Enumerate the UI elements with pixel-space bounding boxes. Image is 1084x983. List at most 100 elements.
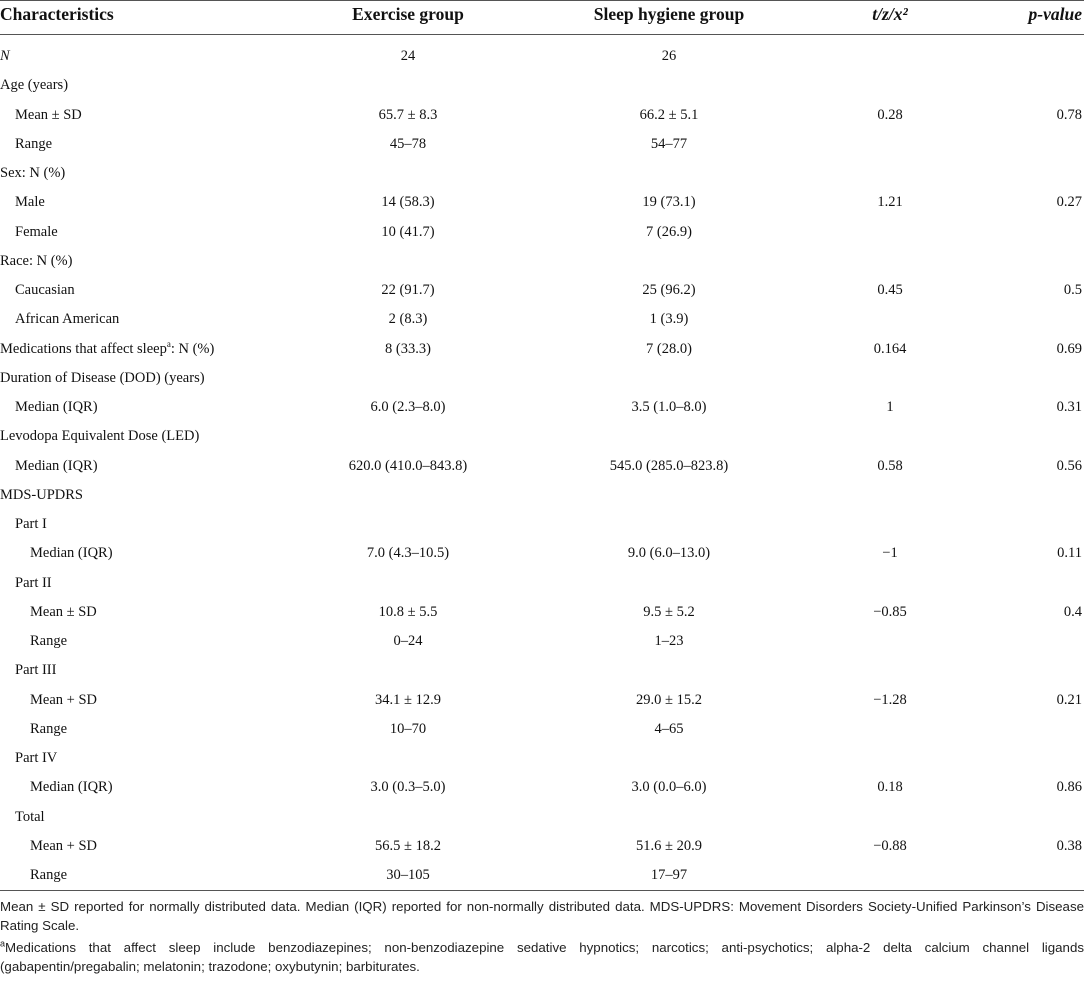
cell-value: 14 (58.3) (381, 194, 435, 211)
label-text: Mean + SD (30, 691, 97, 708)
cell-value: 0.21 (1056, 691, 1082, 708)
cell-value: 3.5 (1.0–8.0) (631, 399, 707, 415)
cell-value: 2 (8.3) (388, 311, 428, 328)
row-label: Sex: N (%) (0, 163, 65, 183)
row-label: Female (15, 222, 58, 242)
label-text: Range (30, 867, 68, 883)
label-text: Male (15, 194, 45, 211)
label-suffix: : N (%) (170, 340, 215, 357)
row-label: Range (15, 134, 52, 154)
label-text: MDS-UPDRS (0, 486, 83, 503)
cell-value: 29.0 ± 15.2 (636, 691, 702, 708)
label-text: Median (IQR) (15, 399, 98, 415)
cell-value: 26 (661, 48, 677, 64)
row-label: Median (IQR) (15, 456, 98, 476)
cell-value: 0.78 (1056, 106, 1082, 123)
cell-value: 1 (886, 399, 894, 415)
cell-value: 9.0 (6.0–13.0) (627, 545, 711, 562)
row-label: Race: N (%) (0, 251, 72, 271)
header-rule (0, 34, 1084, 35)
cell-value: 10–70 (389, 720, 427, 737)
column-header: Exercise group (352, 4, 464, 24)
row-label: Age (years) (0, 75, 68, 95)
cell-value: 9.5 ± 5.2 (643, 603, 695, 620)
cell-value: 3.0 (0.3–5.0) (370, 779, 446, 796)
cell-value: 0.38 (1056, 837, 1082, 854)
cell-value: 545.0 (285.0–823.8) (609, 457, 729, 474)
row-label: Medications that affect sleepa: N (%) (0, 339, 214, 359)
row-label: N (0, 46, 10, 66)
cell-value: 0.28 (877, 106, 903, 123)
top-rule (0, 0, 1084, 1)
label-text: Median (IQR) (30, 779, 113, 796)
label-text: Mean + SD (30, 837, 97, 854)
row-label: Mean ± SD (15, 105, 82, 125)
row-label: Range (30, 865, 67, 885)
row-label: Mean ± SD (30, 602, 97, 622)
cell-value: 1.21 (877, 194, 903, 211)
row-label: Mean + SD (30, 690, 97, 710)
row-label: Part II (15, 573, 52, 593)
cell-value: 54–77 (650, 135, 688, 152)
label-text: Part I (15, 516, 47, 532)
cell-value: 0.18 (877, 779, 903, 796)
footnote: aMedications that affect sleep include b… (0, 939, 1084, 976)
cell-value: 66.2 ± 5.1 (639, 106, 699, 123)
row-label: Levodopa Equivalent Dose (LED) (0, 426, 199, 446)
label-text: Range (15, 135, 53, 152)
label-text: Part II (15, 574, 52, 591)
row-label: MDS-UPDRS (0, 485, 83, 505)
cell-value: 0.86 (1056, 779, 1082, 796)
cell-value: 6.0 (2.3–8.0) (370, 399, 446, 415)
cell-value: 19 (73.1) (642, 194, 696, 211)
cell-value: 0.164 (873, 340, 907, 357)
row-label: Median (IQR) (30, 777, 113, 797)
column-header: t/z/x² (872, 4, 908, 24)
cell-value: 8 (33.3) (385, 340, 431, 357)
row-label: Range (30, 719, 67, 739)
cell-value: 22 (91.7) (381, 282, 435, 298)
row-label: Median (IQR) (30, 543, 113, 563)
row-label: Part IV (15, 748, 57, 768)
cell-value: 0.11 (1057, 545, 1082, 562)
cell-value: 4–65 (654, 720, 684, 737)
cell-value: 0.31 (1056, 399, 1082, 415)
column-header: Sleep hygiene group (593, 4, 745, 24)
footnote-mark: a (0, 938, 6, 949)
label-text: Range (30, 720, 68, 737)
footnote-mark: a (166, 338, 171, 349)
row-label: Part III (15, 660, 56, 680)
cell-value: 1 (3.9) (649, 311, 689, 328)
row-label: Male (15, 192, 45, 212)
cell-value: 10 (41.7) (381, 223, 435, 240)
cell-value: 45–78 (389, 135, 427, 152)
cell-value: 34.1 ± 12.9 (375, 691, 441, 708)
label-text: Mean ± SD (30, 603, 97, 620)
label-text: Medications that affect sleep (0, 340, 167, 357)
cell-value: 1–23 (654, 633, 684, 649)
row-label: Part I (15, 514, 47, 534)
label-text: Part IV (15, 750, 58, 766)
label-text: Total (15, 808, 45, 825)
footnote-text: Medications that affect sleep include be… (0, 940, 1084, 974)
cell-value: 56.5 ± 18.2 (375, 837, 441, 854)
cell-value: 17–97 (650, 867, 688, 883)
cell-value: 51.6 ± 20.9 (636, 837, 702, 854)
cell-value: 0.27 (1056, 194, 1082, 211)
cell-value: −0.88 (873, 837, 907, 854)
row-label: Caucasian (15, 280, 75, 300)
label-text: Median (IQR) (30, 545, 113, 562)
label-text: Median (IQR) (15, 457, 98, 474)
row-label: Total (15, 807, 45, 827)
cell-value: 65.7 ± 8.3 (378, 106, 438, 123)
cell-value: −1 (882, 545, 898, 562)
label-text: Duration of Disease (DOD) (years) (0, 369, 205, 386)
cell-value: 24 (400, 48, 416, 64)
row-label: Range (30, 631, 67, 651)
bottom-rule (0, 890, 1084, 891)
column-header: Characteristics (0, 4, 114, 24)
cell-value: 7.0 (4.3–10.5) (366, 545, 450, 562)
cell-value: 0.56 (1056, 457, 1082, 474)
row-label: Duration of Disease (DOD) (years) (0, 368, 205, 388)
